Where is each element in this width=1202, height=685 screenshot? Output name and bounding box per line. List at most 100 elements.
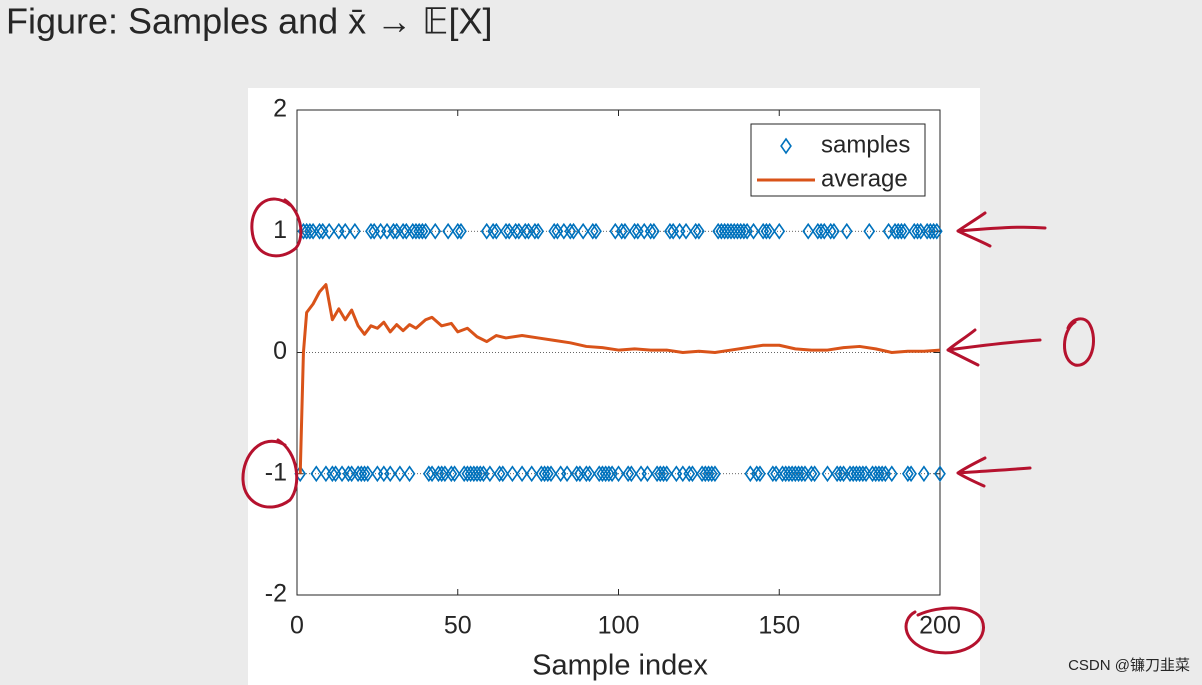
sample-marker [394,465,406,483]
sample-marker [689,222,702,240]
watermark: CSDN @镰刀韭菜 [1068,657,1190,674]
sample-marker [898,222,911,240]
sample-marker [490,222,503,240]
handwritten-zero [1063,317,1095,367]
sample-marker [802,222,815,240]
chart-title: Figure: Samples and x̄ → 𝔼[X] [6,1,492,42]
sample-marker [583,465,596,483]
sample-marker [403,465,416,483]
sample-marker [754,465,766,483]
sample-marker [303,222,316,240]
sample-marker [705,465,718,483]
sample-marker [615,222,628,240]
sample-marker [763,222,776,240]
sample-marker [612,465,625,483]
sample-marker [641,465,654,483]
y-tick-label: 1 [273,216,287,244]
legend-label: samples [821,131,910,158]
sample-marker [493,465,506,483]
x-tick-label: 150 [758,612,800,640]
sample-marker [519,222,532,240]
sample-marker [647,222,660,240]
sample-marker [856,465,869,483]
sample-marker [885,465,898,483]
sample-marker [750,465,763,483]
sample-marker [590,222,602,240]
sample-marker [815,222,827,240]
sample-marker [683,465,696,483]
sample-marker [664,222,676,240]
sample-marker [445,465,458,483]
sample-marker [525,465,538,483]
sample-marker [361,465,374,483]
sample-marker [442,222,454,240]
sample-marker [326,465,339,483]
sample-marker [516,465,528,483]
circle-annotation [250,197,303,258]
sample-marker [686,465,699,483]
sample-marker [358,465,371,483]
sample-marker [760,222,773,240]
sample-marker [310,465,323,483]
sample-marker [451,222,464,240]
x-tick-label: 100 [598,612,640,640]
sample-marker [657,465,670,483]
sample-marker [619,222,631,240]
sample-marker [323,222,336,240]
legend-label: average [821,165,908,192]
sample-marker [384,465,397,483]
y-tick-label: 2 [273,95,287,123]
sample-marker [422,465,435,483]
sample-marker [773,222,786,240]
sample-marker [808,465,821,483]
sample-marker [339,222,352,240]
x-tick-label: 0 [290,612,304,640]
sample-marker [747,222,760,240]
sample-marker [805,465,818,483]
arrow-annotation [956,211,1047,248]
sample-marker [487,222,499,240]
x-tick-label: 50 [444,612,472,640]
sample-marker [918,465,930,483]
sample-marker [828,222,840,240]
sample-marker [484,465,496,483]
sample-marker [625,465,638,483]
sample-marker [905,465,917,483]
sample-marker [692,222,705,240]
arrow-annotation [956,456,1032,488]
sample-marker [840,222,853,240]
sample-marker [934,465,946,483]
sample-marker [766,465,779,483]
sample-marker [660,465,673,483]
sample-marker [561,465,573,483]
x-axis-label: Sample index [532,650,708,682]
sample-marker [529,222,541,240]
sample-marker [927,222,940,240]
sample-marker [448,465,461,483]
sample-marker [564,222,577,240]
sample-marker [824,222,837,240]
sample-marker [644,222,657,240]
sample-marker [586,222,599,240]
y-tick-label: -2 [265,580,287,608]
sample-marker [580,465,593,483]
sample-marker [901,465,914,483]
sample-marker [876,465,889,483]
sample-marker [348,222,361,240]
annotations [241,197,1095,655]
sample-marker [577,222,590,240]
sample-marker [709,465,721,483]
sample-marker [834,465,847,483]
sample-marker [429,222,442,240]
y-tick-label: 0 [273,337,287,365]
sample-marker [506,465,519,483]
legend-box [750,123,926,197]
sample-marker [622,465,635,483]
sample-marker [387,222,400,240]
sample-marker [895,222,908,240]
sample-marker [435,465,448,483]
sample-marker [419,222,432,240]
plot: -2 -1 0 1 2 0 50 100 150 200 samples average [265,95,961,640]
